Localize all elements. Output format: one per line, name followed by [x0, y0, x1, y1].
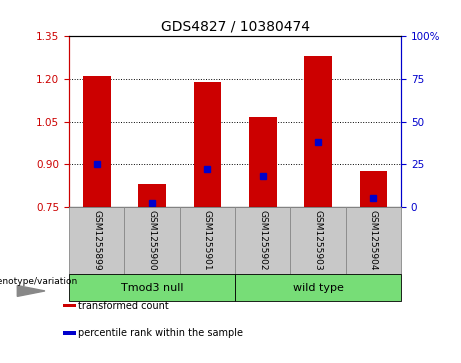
Bar	[304, 56, 332, 207]
Bar	[64, 304, 76, 307]
Text: wild type: wild type	[293, 283, 343, 293]
Bar	[83, 76, 111, 207]
Text: Tmod3 null: Tmod3 null	[121, 283, 183, 293]
Text: transformed count: transformed count	[78, 301, 169, 311]
Bar	[64, 331, 76, 335]
Text: GSM1255904: GSM1255904	[369, 210, 378, 271]
Bar	[138, 184, 166, 207]
Bar	[249, 117, 277, 207]
Text: genotype/variation: genotype/variation	[0, 277, 78, 286]
Title: GDS4827 / 10380474: GDS4827 / 10380474	[160, 20, 310, 34]
Text: GSM1255901: GSM1255901	[203, 210, 212, 271]
Bar	[194, 82, 221, 207]
Bar	[290, 207, 346, 274]
Bar	[346, 207, 401, 274]
Text: GSM1255903: GSM1255903	[313, 210, 323, 271]
Polygon shape	[18, 285, 45, 296]
Bar	[235, 207, 290, 274]
Bar	[124, 207, 180, 274]
Text: percentile rank within the sample: percentile rank within the sample	[78, 328, 243, 338]
Text: GSM1255902: GSM1255902	[258, 210, 267, 271]
Text: GSM1255900: GSM1255900	[148, 210, 157, 271]
Bar	[235, 274, 401, 301]
Bar	[69, 274, 235, 301]
Bar	[360, 171, 387, 207]
Text: GSM1255899: GSM1255899	[92, 210, 101, 271]
Bar	[180, 207, 235, 274]
Bar	[69, 207, 124, 274]
